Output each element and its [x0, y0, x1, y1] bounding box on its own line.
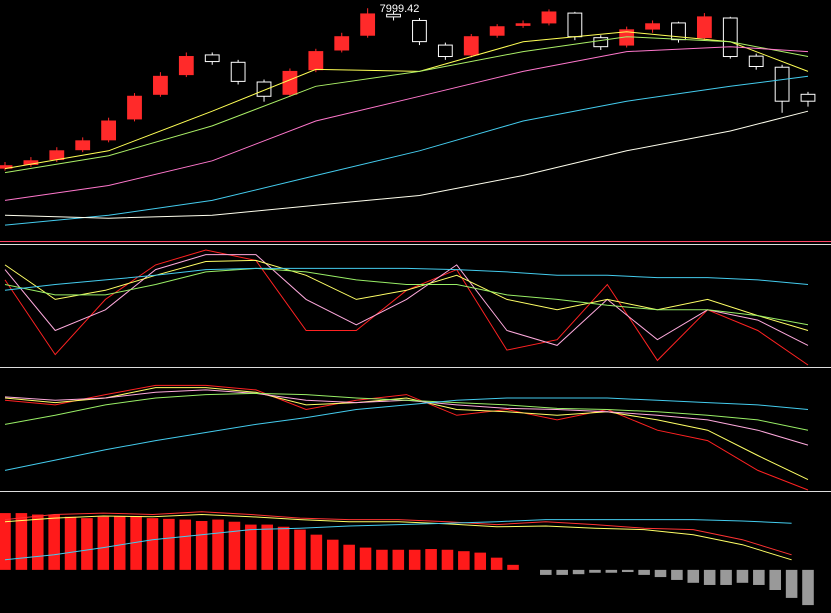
histogram-bar [769, 569, 782, 590]
histogram-bar [703, 569, 716, 585]
histogram-bar [81, 518, 93, 570]
indicator-line [4, 267, 809, 291]
histogram-bar [392, 549, 405, 570]
candle-body [774, 66, 790, 102]
histogram-bar [441, 549, 454, 570]
candle-body [593, 37, 609, 48]
histogram-bar [753, 569, 765, 585]
histogram-bar [687, 569, 700, 583]
histogram-bar [294, 529, 306, 570]
indicator-line [4, 513, 792, 561]
histogram-bar [245, 524, 257, 570]
histogram-bar [15, 513, 28, 570]
histogram-bar [277, 526, 290, 570]
indicator-line [4, 392, 809, 431]
histogram-bar [359, 547, 372, 570]
candle-body [360, 13, 376, 36]
candle-body [515, 23, 531, 26]
candle-body [75, 140, 91, 151]
histogram-bar [408, 549, 421, 570]
indicator-line [4, 46, 809, 201]
candle-body [541, 11, 557, 24]
histogram-bar [572, 569, 585, 575]
histogram-bar [31, 514, 44, 570]
candle-body [748, 55, 764, 67]
candle-body [178, 56, 194, 76]
indicator-line [4, 397, 809, 471]
histogram-bar [376, 549, 388, 570]
histogram-bar [113, 515, 126, 570]
candle-body [722, 17, 738, 58]
candle-body [49, 150, 65, 161]
histogram-bar [458, 551, 470, 570]
histogram-bar [64, 516, 77, 570]
histogram-bar [785, 569, 798, 598]
indicator-line [4, 36, 809, 174]
candle-body [127, 95, 142, 120]
candle-body [645, 23, 660, 30]
candle-body [101, 120, 117, 141]
histogram-bar [638, 569, 650, 575]
candle-body [437, 44, 453, 58]
histogram-bar [490, 557, 503, 570]
histogram-bar [228, 521, 241, 570]
candle-body [282, 70, 298, 95]
histogram-bar [179, 519, 192, 570]
histogram-bar [343, 544, 355, 570]
histogram-bar [556, 569, 568, 575]
indicator-line [4, 254, 809, 346]
candle-body [800, 93, 816, 102]
histogram-bar [0, 513, 11, 570]
histogram-bar [326, 539, 339, 570]
histogram-bar [212, 519, 224, 570]
histogram-bar [48, 514, 60, 570]
peak-label: 7999.42 [380, 3, 420, 15]
indicator-line [4, 259, 809, 331]
histogram-bar [163, 518, 175, 570]
histogram-bar [130, 515, 142, 570]
indicator-line [4, 387, 809, 481]
histogram-bar [654, 569, 667, 578]
candle-body [230, 61, 246, 82]
candle-body [256, 81, 272, 97]
histogram-bar [474, 552, 487, 570]
candle-body [204, 54, 220, 63]
histogram-bar [425, 549, 437, 570]
indicator-line [4, 75, 809, 226]
histogram-bar [97, 516, 110, 570]
candle-body [308, 51, 324, 71]
candle-body [334, 36, 350, 51]
histogram-bar [671, 569, 683, 580]
candle-body [489, 26, 505, 36]
indicator-line [4, 519, 792, 561]
histogram-bar [507, 564, 519, 570]
histogram-bar [605, 569, 618, 573]
indicator-line [4, 267, 809, 326]
candle-body [386, 13, 401, 18]
histogram-bar [540, 569, 552, 575]
histogram-bar [802, 569, 814, 606]
candle-body [696, 16, 712, 39]
indicator-line [4, 511, 792, 556]
histogram-bar [736, 569, 749, 583]
histogram-bar [310, 534, 323, 570]
candle-body [567, 12, 583, 38]
candle-body [463, 36, 479, 56]
histogram-bar [146, 518, 159, 570]
indicator-line [4, 110, 809, 219]
candle-body [412, 19, 427, 43]
indicator-line [4, 384, 809, 491]
histogram-bar [621, 569, 634, 573]
histogram-bar [195, 521, 208, 570]
histogram-bar [589, 569, 601, 573]
candle-body [153, 75, 168, 95]
histogram-bar [720, 569, 732, 585]
histogram-bar [261, 524, 273, 570]
